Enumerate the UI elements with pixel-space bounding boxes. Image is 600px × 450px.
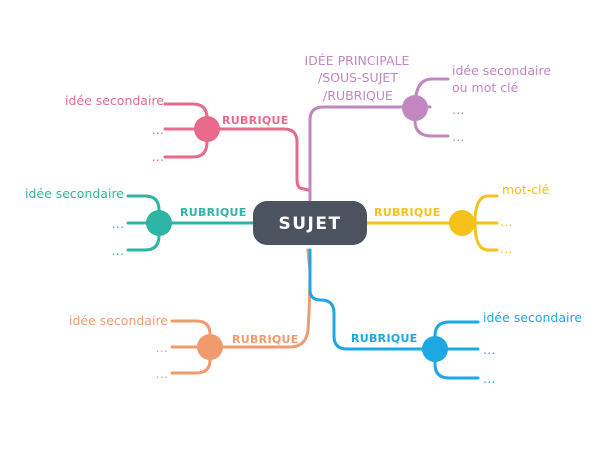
item-mid-right-1[interactable]: mot-clé xyxy=(502,182,550,197)
branch-top-right: IDÉE PRINCIPALE /SOUS-SUJET /RUBRIQUE id… xyxy=(305,53,551,202)
item-top-left-2[interactable]: … xyxy=(152,122,165,137)
branch-title-top-left[interactable]: RUBRIQUE xyxy=(222,114,289,127)
central-topic-box[interactable] xyxy=(253,201,367,245)
item-mid-left-3[interactable]: … xyxy=(112,243,125,258)
item-top-left-3[interactable]: … xyxy=(152,149,165,164)
item-bottom-right-2[interactable]: … xyxy=(483,342,496,357)
branch-bottom-left: RUBRIQUE idée secondaire … … xyxy=(69,248,312,381)
branch-mid-right: RUBRIQUE mot-clé … … xyxy=(364,182,550,256)
branch-bottom-right: RUBRIQUE idée secondaire … … xyxy=(308,248,582,386)
item-top-right-2[interactable]: … xyxy=(452,102,465,117)
item-bottom-left-1[interactable]: idée secondaire xyxy=(69,313,168,328)
node-dot-mid-right[interactable] xyxy=(449,210,475,236)
item-bottom-right-3[interactable]: … xyxy=(483,371,496,386)
item-top-right-1-line-2[interactable]: ou mot clé xyxy=(452,80,519,95)
connector-top-left xyxy=(205,127,310,192)
item-mid-right-3[interactable]: … xyxy=(500,241,513,256)
central-topic-label[interactable]: SUJET xyxy=(278,214,341,234)
connector-top-right xyxy=(308,105,417,202)
item-top-right-1-line-1[interactable]: idée secondaire xyxy=(452,63,551,78)
node-dot-bottom-left[interactable] xyxy=(197,334,223,360)
item-mid-right-2[interactable]: … xyxy=(500,214,513,229)
node-dot-top-right[interactable] xyxy=(402,95,428,121)
item-top-right-3[interactable]: … xyxy=(452,129,465,144)
connector-bottom-right xyxy=(308,248,437,351)
node-dot-top-left[interactable] xyxy=(194,116,220,142)
node-dot-mid-left[interactable] xyxy=(146,210,172,236)
item-top-left-1[interactable]: idée secondaire xyxy=(65,93,164,108)
branch-title-bottom-right[interactable]: RUBRIQUE xyxy=(351,332,418,345)
branch-mid-left: RUBRIQUE idée secondaire … … xyxy=(25,186,256,258)
item-bottom-left-2[interactable]: … xyxy=(156,340,169,355)
item-bottom-left-3[interactable]: … xyxy=(156,366,169,381)
central-topic[interactable]: SUJET xyxy=(253,201,367,245)
branch-title-mid-left[interactable]: RUBRIQUE xyxy=(180,206,247,219)
branch-title-top-right-line-2[interactable]: /SOUS-SUJET xyxy=(318,70,398,85)
branch-title-top-right-line-3[interactable]: /RUBRIQUE xyxy=(323,88,393,103)
branch-title-bottom-left[interactable]: RUBRIQUE xyxy=(232,333,299,346)
item-bottom-right-1[interactable]: idée secondaire xyxy=(483,310,582,325)
item-mid-left-1[interactable]: idée secondaire xyxy=(25,186,124,201)
item-mid-left-2[interactable]: … xyxy=(112,216,125,231)
branch-title-mid-right[interactable]: RUBRIQUE xyxy=(374,206,441,219)
node-dot-bottom-right[interactable] xyxy=(422,336,448,362)
branch-title-top-right-line-1[interactable]: IDÉE PRINCIPALE xyxy=(305,53,410,68)
branch-top-left: RUBRIQUE idée secondaire … … xyxy=(65,93,310,192)
